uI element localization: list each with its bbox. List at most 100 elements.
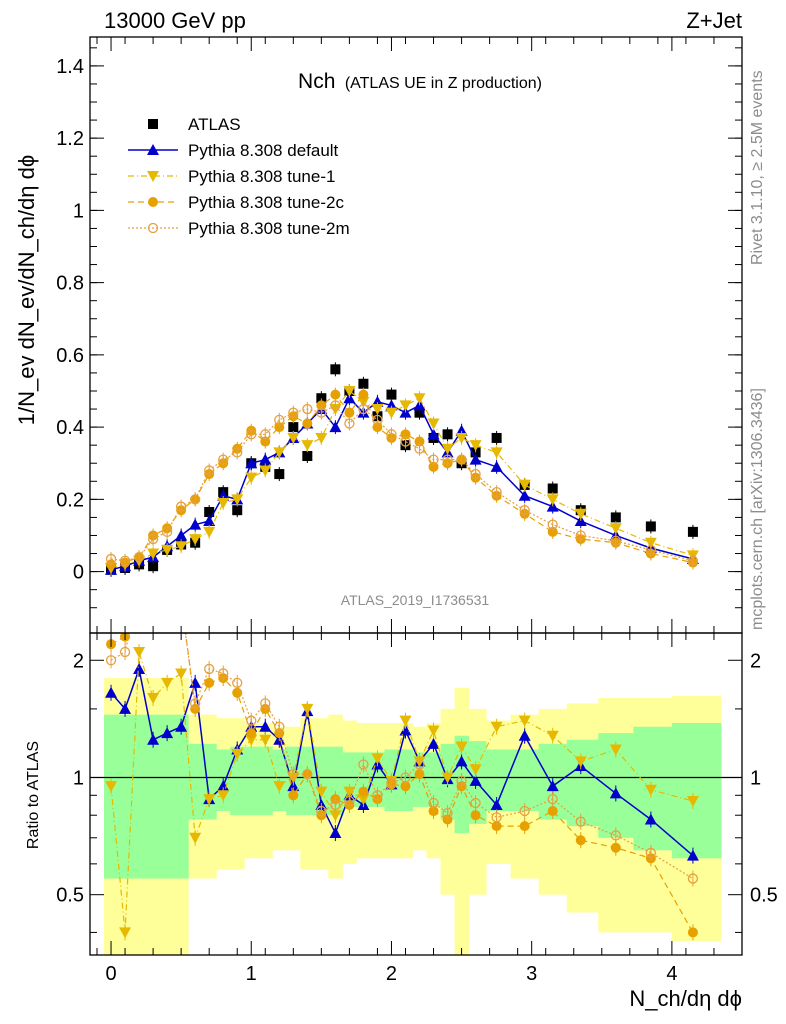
data-point xyxy=(274,422,285,433)
x-tick-label: 3 xyxy=(526,963,537,985)
ratio-point xyxy=(358,786,369,797)
data-point xyxy=(175,501,187,512)
ratio-point xyxy=(161,677,174,689)
legend-marker xyxy=(147,171,159,182)
data-point xyxy=(175,541,188,553)
legend-marker xyxy=(147,144,159,155)
data-point xyxy=(518,489,531,501)
ratio-point xyxy=(491,821,502,832)
series-1 xyxy=(105,391,699,577)
ratio-point xyxy=(470,810,481,821)
ratio-band-inner xyxy=(188,743,203,820)
data-point xyxy=(547,519,558,530)
x-axis-label: N_ch/dη dϕ xyxy=(629,986,742,1011)
data-point xyxy=(232,505,243,516)
legend-label: Pythia 8.308 tune-2m xyxy=(188,219,350,238)
data-point xyxy=(287,432,300,444)
data-point xyxy=(372,414,383,426)
ratio-point xyxy=(469,764,482,776)
ratio-point xyxy=(442,807,453,819)
ratio-point xyxy=(189,832,202,844)
ratio-point xyxy=(469,774,482,786)
ratio-band-inner xyxy=(146,714,161,879)
x-tick-label: 2 xyxy=(386,963,397,985)
ratio-point xyxy=(358,759,369,770)
data-point xyxy=(288,407,299,418)
mcplots-label: mcplots.cern.ch [arXiv:1306.3436] xyxy=(749,388,766,630)
ratio-band-inner xyxy=(244,746,259,816)
data-point xyxy=(547,526,558,537)
ratio-point xyxy=(372,790,383,801)
y-tick-label-main: 1.4 xyxy=(56,56,84,78)
ratio-band-inner xyxy=(174,714,189,879)
ratio-uncertainty-bands xyxy=(90,678,742,955)
data-point xyxy=(245,457,258,469)
data-point xyxy=(260,436,271,447)
data-point xyxy=(302,418,313,429)
ratio-point xyxy=(232,677,243,688)
y-tick-label-ratio-right: 2 xyxy=(750,650,761,672)
ratio-band-inner xyxy=(426,752,442,807)
data-point xyxy=(519,505,530,516)
series-line xyxy=(110,393,694,565)
data-point xyxy=(161,544,174,556)
data-point xyxy=(400,436,411,447)
ratio-point xyxy=(428,797,439,809)
ratio-band-inner xyxy=(342,752,357,807)
data-point xyxy=(455,432,468,444)
data-point xyxy=(610,535,621,547)
y-tick-label-main: 0 xyxy=(73,562,84,584)
data-point xyxy=(203,515,216,527)
data-point xyxy=(316,400,327,411)
data-point xyxy=(204,465,215,476)
data-point xyxy=(231,494,244,506)
data-point xyxy=(245,472,258,484)
ratio-point xyxy=(315,786,328,798)
ratio-band-inner xyxy=(314,746,329,816)
legend-label: Pythia 8.308 tune-1 xyxy=(188,167,335,186)
legend-entry: Pythia 8.308 tune-1 xyxy=(128,167,335,186)
data-point xyxy=(609,523,622,535)
data-point xyxy=(574,508,587,520)
ratio-point xyxy=(273,781,286,793)
data-point xyxy=(316,393,327,404)
ratio-point xyxy=(119,646,131,658)
ratio-point xyxy=(609,744,622,756)
ratio-point xyxy=(176,592,186,602)
ratio-point xyxy=(344,795,355,807)
data-point xyxy=(469,440,482,452)
data-point xyxy=(414,407,425,418)
y-axis-label-main: 1/N_ev dN_ev/dN_ch/dη dϕ xyxy=(14,155,39,425)
ratio-point xyxy=(119,927,132,939)
rivet-version-label: Rivet 3.1.10, ≥ 2.5M events xyxy=(749,70,766,265)
ratio-point xyxy=(645,847,657,859)
data-point xyxy=(330,400,341,411)
series-line xyxy=(110,396,694,571)
data-point xyxy=(645,544,657,556)
data-point xyxy=(274,469,285,480)
data-point xyxy=(470,447,481,458)
ylabel-main-text: 1/N_ev dN_ev/dN_ch/dη dϕ xyxy=(14,155,39,425)
data-point xyxy=(273,447,286,459)
ratio-plot xyxy=(105,592,699,941)
data-point xyxy=(217,497,230,509)
ratio-point xyxy=(575,816,586,827)
ratio-point xyxy=(455,755,468,767)
data-point xyxy=(175,529,188,541)
data-point xyxy=(400,429,411,440)
ratio-point xyxy=(105,686,118,698)
data-point xyxy=(490,447,503,459)
ratio-point xyxy=(246,715,257,726)
legend-marker xyxy=(147,222,159,234)
x-tick-label: 0 xyxy=(105,963,116,985)
y-tick-label-main: 0.6 xyxy=(56,345,84,367)
ratio-line xyxy=(110,666,694,857)
data-point xyxy=(427,428,440,440)
data-point xyxy=(105,553,117,565)
y-tick-label-ratio-right: 0.5 xyxy=(750,885,778,907)
data-point xyxy=(428,454,439,465)
ratio-point xyxy=(105,781,118,793)
ratio-point xyxy=(428,806,439,817)
data-point xyxy=(330,364,341,375)
data-point xyxy=(232,447,243,458)
